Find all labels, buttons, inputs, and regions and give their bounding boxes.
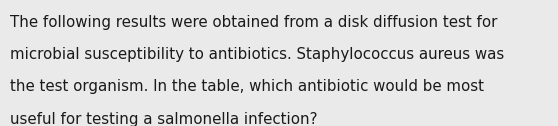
Text: the test organism. In the table, which antibiotic would be most: the test organism. In the table, which a… — [10, 79, 484, 94]
Text: microbial susceptibility to antibiotics. Staphylococcus aureus was: microbial susceptibility to antibiotics.… — [10, 47, 504, 62]
Text: The following results were obtained from a disk diffusion test for: The following results were obtained from… — [10, 15, 497, 30]
Text: useful for testing a salmonella infection?: useful for testing a salmonella infectio… — [10, 112, 318, 126]
